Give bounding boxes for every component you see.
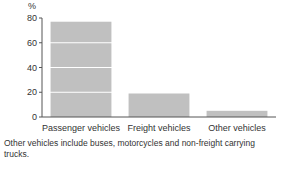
tick-label: 40 [27,63,37,73]
footnote: Other vehicles include buses, motorcycle… [4,138,279,160]
tick-label: 80 [27,13,37,23]
category-label: Freight vehicles [127,123,191,133]
category-label: Passenger vehicles [42,123,121,133]
y-axis [42,18,43,117]
chart: Passenger vehicles Freight vehicles Other … [0,0,283,170]
tick-label: 20 [27,87,37,97]
grid-line [42,92,276,93]
category-label: Other vehicles [208,123,266,133]
bar [207,111,268,117]
bar [129,93,190,117]
grid-line [42,42,276,43]
tick-label: 0 [32,112,37,122]
axis-label: % [28,1,36,11]
x-axis [42,117,276,118]
grid-line [42,67,276,68]
bars [51,22,268,117]
grid-line [42,18,276,19]
bar [51,22,112,117]
tick-label: 60 [27,38,37,48]
